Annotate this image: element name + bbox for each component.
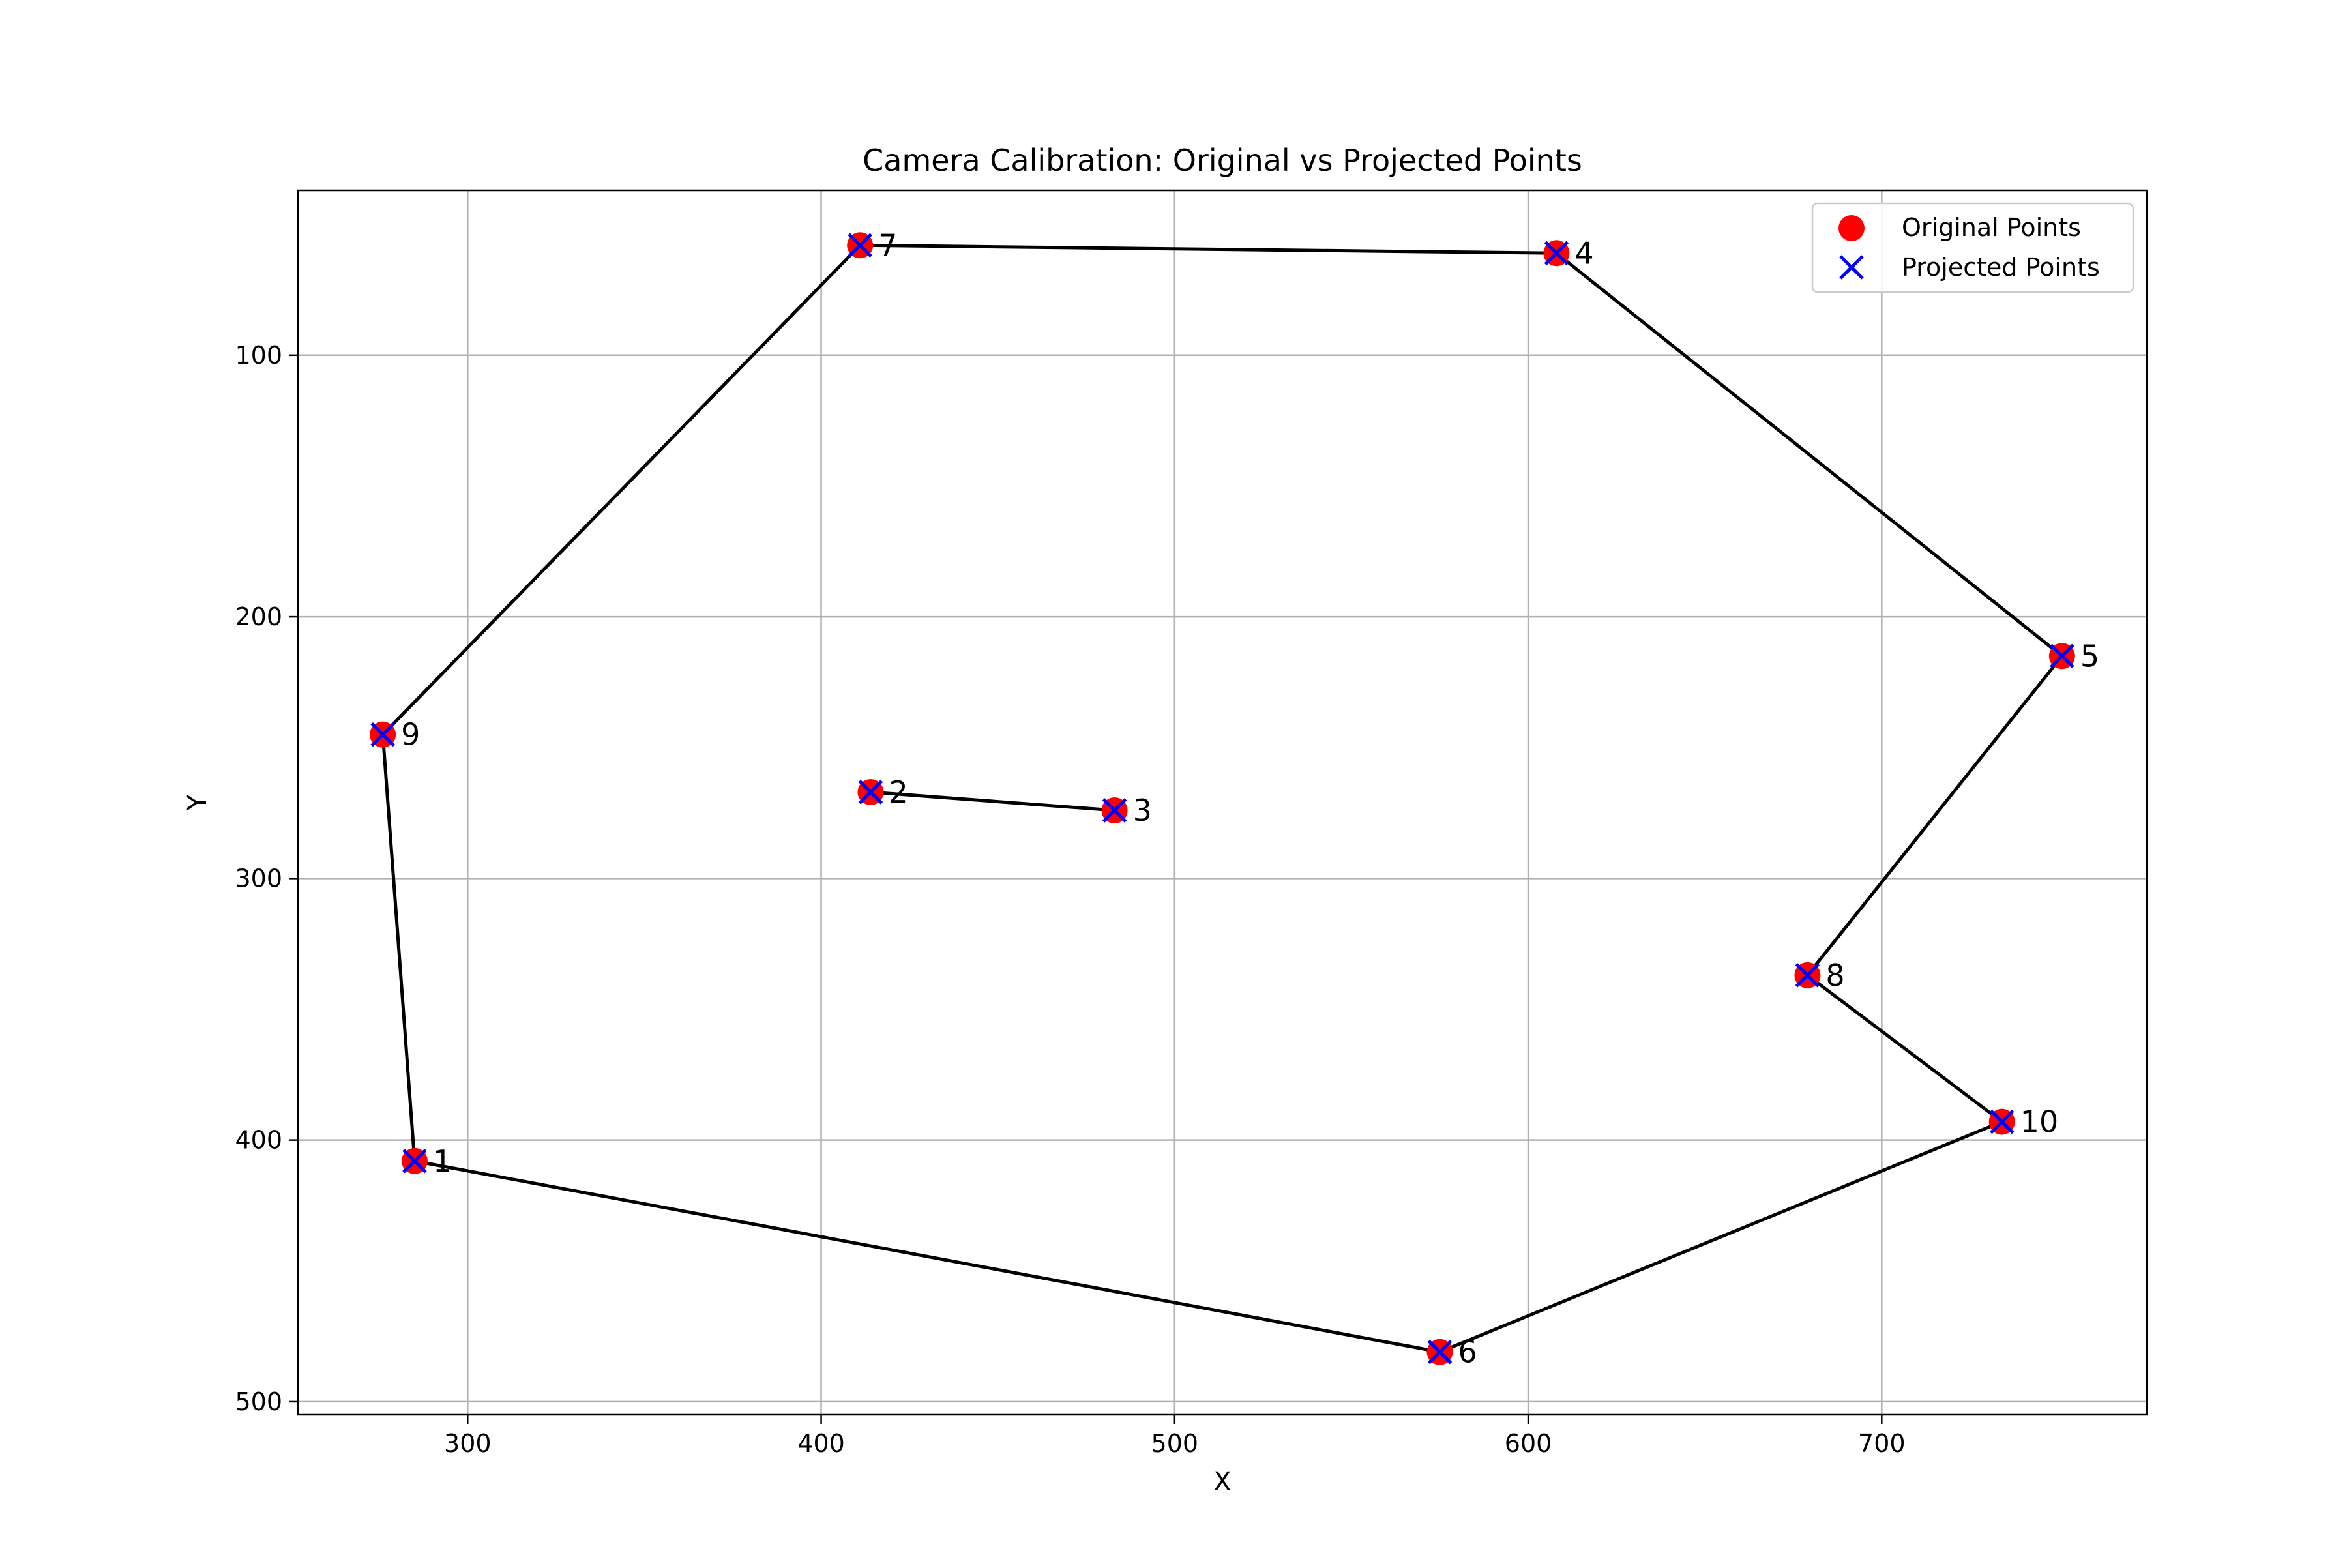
point-label: 7 <box>878 228 897 263</box>
data-markers <box>370 232 2075 1365</box>
point-label: 3 <box>1133 793 1152 828</box>
projected-point-marker <box>402 1148 427 1174</box>
projected-marker-stroke <box>858 780 883 805</box>
y-axis-label: Y <box>183 794 213 811</box>
legend-frame <box>1811 202 2134 293</box>
projected-point-marker <box>1102 798 1127 823</box>
point-label: 8 <box>1825 958 1844 993</box>
legend-original-label: Original Points <box>1902 213 2081 242</box>
point-label: 1 <box>433 1144 452 1179</box>
y-tick-label: 100 <box>235 341 282 370</box>
connection-line <box>1554 251 2064 658</box>
connection-lines <box>381 243 2064 1354</box>
projected-point-marker <box>848 233 872 258</box>
connection-line <box>1805 973 2004 1124</box>
y-tick-label: 400 <box>235 1126 282 1155</box>
legend-projected-label: Projected Points <box>1902 253 2100 282</box>
legend-projected-marker <box>1839 255 1864 280</box>
point-label: 2 <box>889 775 908 810</box>
plot-area-frame <box>297 189 2148 1416</box>
projected-point-marker <box>370 722 395 747</box>
grid-lines <box>298 190 2147 1415</box>
point-labels: 1 2 3 4 5 6 7 8 9 10 <box>401 228 2099 1369</box>
x-tick-label: 700 <box>1858 1429 1906 1458</box>
legend: Original Points Projected Points <box>1811 202 2134 293</box>
x-tick-label: 500 <box>1151 1429 1199 1458</box>
projected-marker-stroke <box>1427 1339 1453 1365</box>
x-tick-label: 300 <box>444 1429 492 1458</box>
x-tick-label: 400 <box>797 1429 845 1458</box>
point-label: 9 <box>401 717 420 752</box>
projected-point-marker <box>1795 963 1820 988</box>
projected-point-marker <box>2050 643 2074 669</box>
y-tick-label: 500 <box>235 1387 282 1416</box>
projected-point-marker <box>1989 1109 2015 1134</box>
connection-line <box>868 790 1117 812</box>
projected-marker-stroke <box>2050 643 2074 669</box>
chart-title: Camera Calibration: Original vs Projecte… <box>863 143 1582 178</box>
projected-marker-stroke <box>1795 963 1820 988</box>
projected-point-marker <box>858 780 883 805</box>
point-label: 5 <box>2080 638 2099 673</box>
connection-line <box>1805 654 2064 977</box>
projected-marker-stroke <box>848 233 872 258</box>
connection-line <box>858 243 1558 255</box>
connection-line <box>381 733 417 1163</box>
projected-marker-stroke <box>402 1148 427 1174</box>
point-label: 6 <box>1458 1335 1477 1370</box>
y-tick-label: 200 <box>235 602 282 631</box>
projected-marker-stroke <box>1544 241 1569 266</box>
x-axis-label: X <box>1213 1467 1231 1497</box>
projected-marker-stroke <box>370 722 395 747</box>
connection-line <box>381 243 862 737</box>
axis-ticks: 300 400 500 600 700 100 200 300 400 500 <box>235 341 1905 1458</box>
connection-line <box>413 1159 1441 1354</box>
projected-point-marker <box>1427 1339 1453 1365</box>
legend-projected-stroke <box>1839 255 1864 280</box>
legend-original-marker <box>1838 215 1865 241</box>
point-label: 4 <box>1574 235 1593 271</box>
projected-marker-stroke <box>1102 798 1127 823</box>
y-tick-label: 300 <box>235 864 282 893</box>
point-label: 10 <box>2020 1104 2059 1140</box>
projected-marker-stroke <box>1989 1109 2015 1134</box>
x-tick-label: 600 <box>1505 1429 1552 1458</box>
projected-point-marker <box>1544 241 1569 266</box>
connection-line <box>1438 1120 2004 1354</box>
